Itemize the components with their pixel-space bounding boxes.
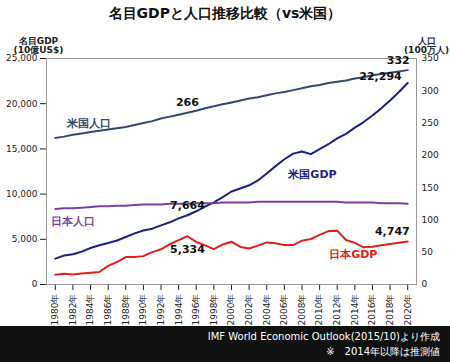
svg-text:2006年: 2006年: [279, 294, 289, 326]
svg-text:2008年: 2008年: [297, 294, 307, 326]
svg-text:350: 350: [422, 53, 439, 63]
svg-text:266: 266: [176, 96, 199, 109]
svg-text:1982年: 1982年: [68, 294, 78, 326]
svg-text:2018年: 2018年: [385, 294, 395, 326]
svg-text:150: 150: [422, 183, 439, 193]
svg-text:10,000: 10,000: [6, 189, 38, 199]
svg-text:人口(100万人): 人口(100万人): [404, 36, 449, 55]
svg-text:2004年: 2004年: [262, 294, 272, 326]
svg-text:1986年: 1986年: [103, 294, 113, 326]
svg-text:名目GDP(10億US$): 名目GDP(10億US$): [14, 36, 64, 55]
svg-text:2020年: 2020年: [403, 294, 413, 326]
svg-text:332: 332: [387, 54, 410, 67]
svg-text:2016年: 2016年: [367, 294, 377, 326]
svg-text:2000年: 2000年: [226, 294, 236, 326]
svg-text:300: 300: [422, 86, 439, 96]
svg-text:米国GDP: 米国GDP: [287, 168, 336, 181]
svg-text:1998年: 1998年: [209, 294, 219, 326]
svg-text:22,294: 22,294: [359, 70, 402, 83]
svg-text:2014年: 2014年: [350, 294, 360, 326]
svg-text:1990年: 1990年: [138, 294, 148, 326]
svg-text:25,000: 25,000: [6, 53, 38, 63]
html-text:名目GDPと人口推移比較（vs米国）: 名目GDPと人口推移比較（vs米国）: [108, 5, 342, 21]
svg-text:50: 50: [422, 247, 434, 257]
svg-text:15,000: 15,000: [6, 144, 38, 154]
svg-text:250: 250: [422, 118, 439, 128]
svg-text:1988年: 1988年: [121, 294, 131, 326]
svg-text:1994年: 1994年: [174, 294, 184, 326]
html-text:※ 2014年以降は推測値: ※ 2014年以降は推測値: [326, 346, 440, 357]
svg-text:200: 200: [422, 150, 439, 160]
svg-text:2010年: 2010年: [314, 294, 324, 326]
svg-text:2002年: 2002年: [244, 294, 254, 326]
svg-text:米国人口: 米国人口: [66, 117, 111, 130]
svg-text:7,664: 7,664: [170, 199, 205, 212]
svg-text:1980年: 1980年: [50, 294, 60, 326]
svg-text:1984年: 1984年: [85, 294, 95, 326]
svg-text:100: 100: [422, 215, 439, 225]
svg-text:4,747: 4,747: [375, 225, 410, 238]
svg-text:0: 0: [32, 279, 38, 289]
html-text:IMF World Economic Outlook(201: IMF World Economic Outlook(2015/10)より作成: [207, 331, 440, 342]
svg-text:1996年: 1996年: [191, 294, 201, 326]
svg-text:20,000: 20,000: [6, 99, 38, 109]
svg-text:日本人口: 日本人口: [51, 215, 95, 228]
svg-text:日本GDP: 日本GDP: [329, 248, 377, 261]
svg-text:2012年: 2012年: [332, 294, 342, 326]
svg-text:0: 0: [422, 279, 428, 289]
svg-text:5,334: 5,334: [170, 243, 205, 256]
svg-text:5,000: 5,000: [12, 234, 38, 244]
svg-text:1992年: 1992年: [156, 294, 166, 326]
